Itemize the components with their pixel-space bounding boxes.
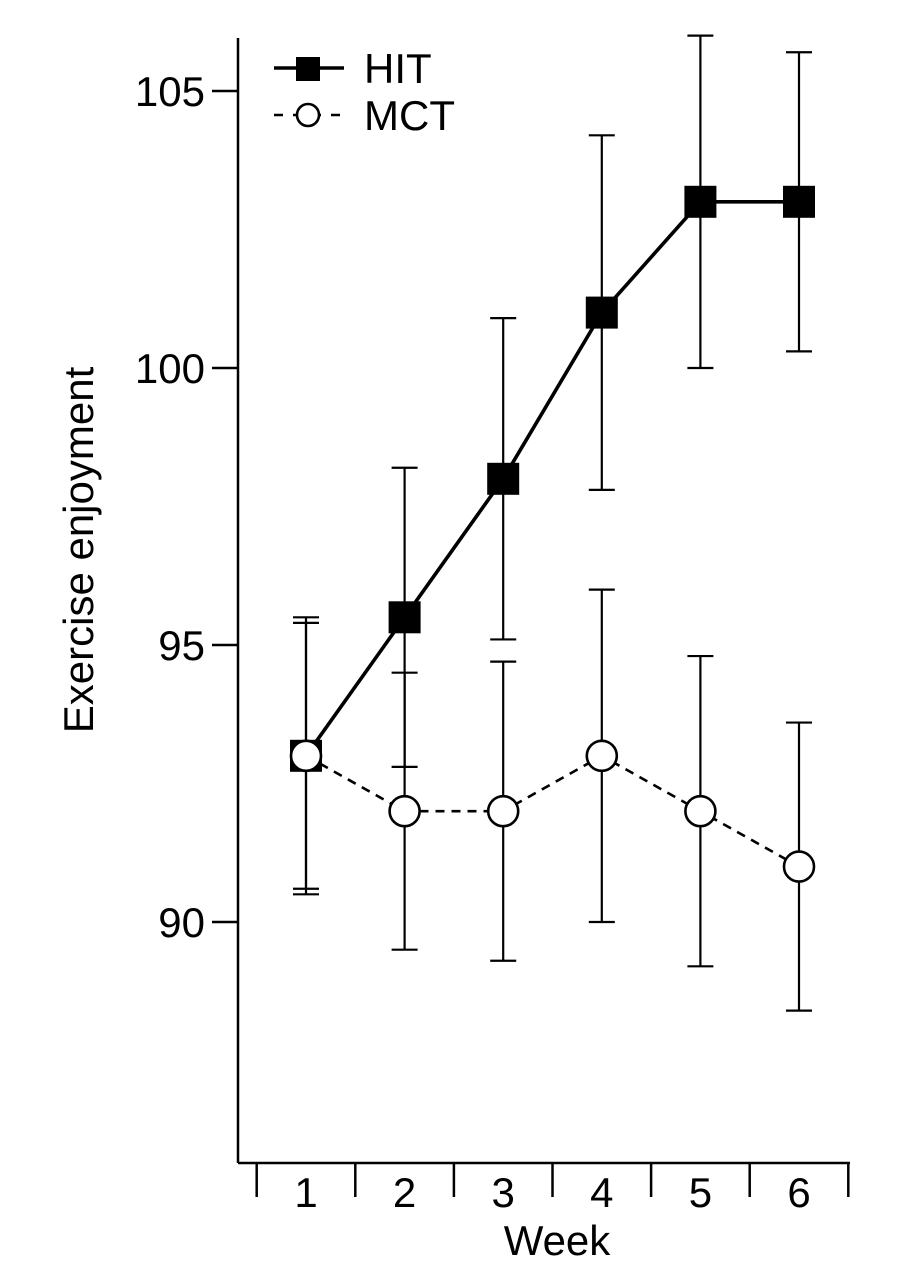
y-tick-label: 90 [158,899,205,946]
hit-series-line [304,200,799,757]
mct-point [289,739,323,773]
series-markers [289,185,816,883]
hit-point [585,296,618,329]
hit-point [783,185,815,218]
x-tick-label: 1 [294,1169,317,1216]
hit-point [388,601,421,634]
y-tick-label: 100 [135,345,205,392]
mct-point [486,794,520,828]
mct-series-line [305,754,800,868]
mct-point [684,794,717,828]
y-axis-title: Exercise enjoyment [55,366,102,733]
x-tick-label: 5 [689,1169,712,1216]
y-tick-label: 95 [158,622,205,669]
x-axis-title: Week [504,1217,612,1264]
x-tick-label: 2 [393,1169,416,1216]
series-lines [304,200,800,868]
error-bars [293,34,812,1012]
hit-point [684,185,717,218]
legend-hit-marker [296,57,320,81]
x-tick-label: 3 [492,1169,515,1216]
legend-mct-marker [295,102,321,128]
axes: 90 95 100 105 1 2 3 4 5 6 [135,38,850,1216]
legend-hit-label: HIT [364,45,432,92]
x-tick-label: 6 [787,1169,810,1216]
mct-point [388,794,421,828]
x-tick-label: 4 [590,1169,613,1216]
mct-point [782,850,816,883]
legend-mct-label: MCT [364,92,455,139]
mct-point [585,739,619,773]
hit-point [487,462,520,495]
y-tick-label: 105 [135,68,205,115]
